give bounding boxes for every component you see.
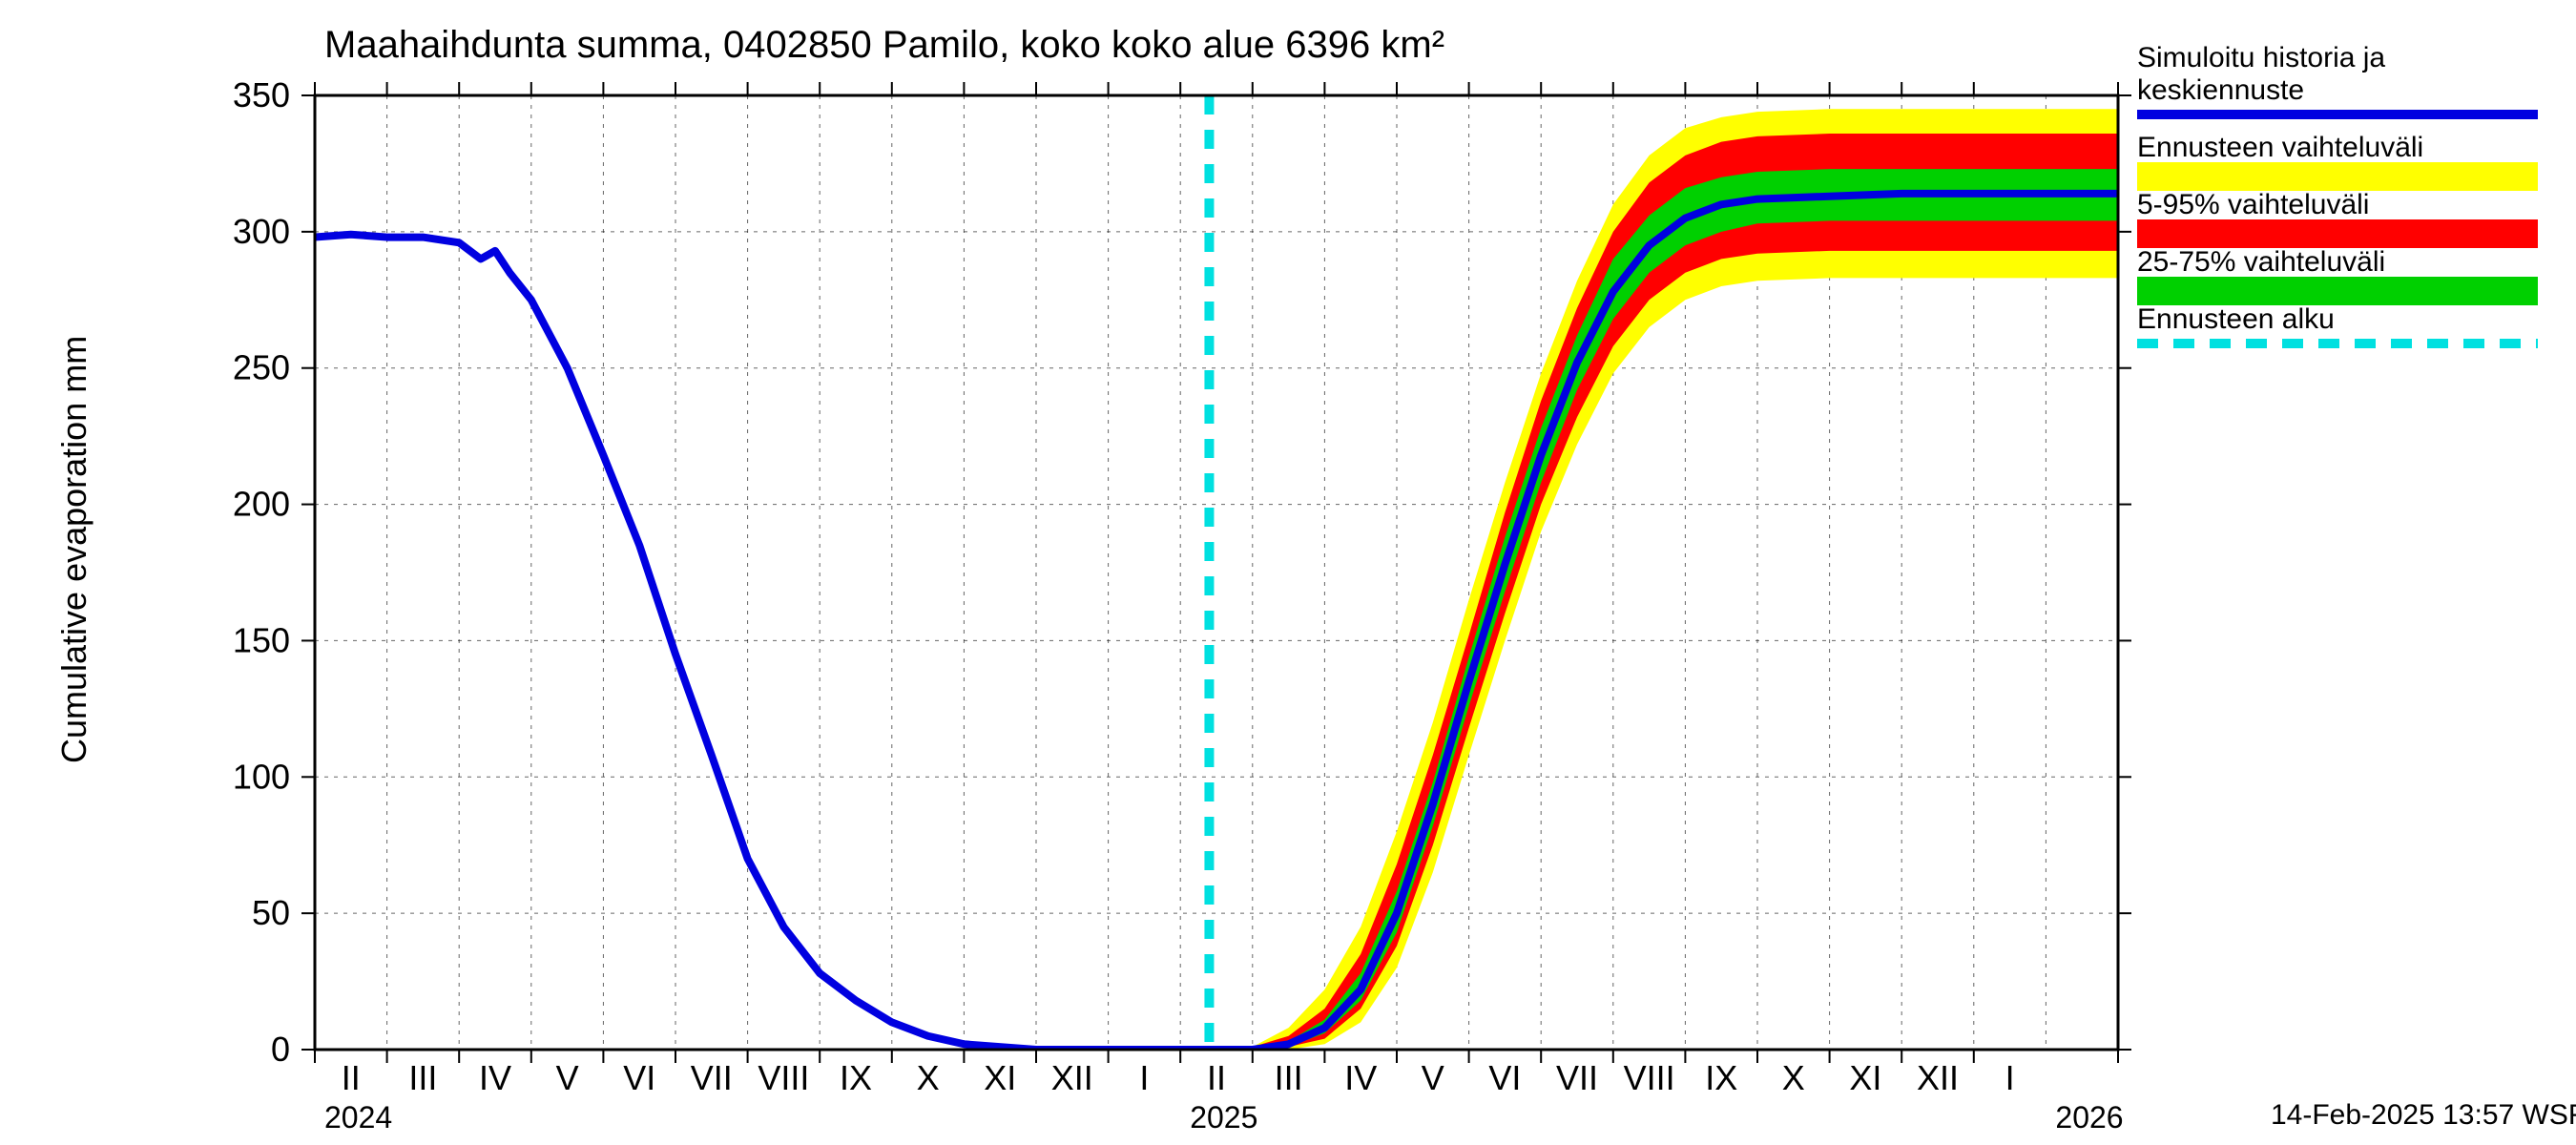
legend-label: 25-75% vaihteluväli bbox=[2137, 246, 2385, 278]
x-month-label: II bbox=[1207, 1058, 1226, 1097]
x-month-label: III bbox=[408, 1058, 437, 1097]
x-month-label: IX bbox=[840, 1058, 872, 1097]
x-month-label: V bbox=[1422, 1058, 1444, 1097]
evaporation-chart: 050100150200250300350IIIIIIVVVIVIIVIIIIX… bbox=[0, 0, 2576, 1145]
y-tick-label: 350 bbox=[233, 75, 290, 114]
legend-marker-swatch bbox=[2137, 277, 2538, 305]
chart-container: 050100150200250300350IIIIIIVVVIVIIVIIIIX… bbox=[0, 0, 2576, 1145]
x-month-label: XII bbox=[1917, 1058, 1959, 1097]
x-month-label: I bbox=[1139, 1058, 1149, 1097]
x-month-label: IV bbox=[1344, 1058, 1377, 1097]
x-month-label: IX bbox=[1705, 1058, 1737, 1097]
x-month-label: XI bbox=[1849, 1058, 1881, 1097]
chart-footer: 14-Feb-2025 13:57 WSFS-O bbox=[2271, 1099, 2576, 1131]
legend-label: Ennusteen vaihteluväli bbox=[2137, 132, 2423, 163]
y-tick-label: 50 bbox=[252, 893, 290, 932]
x-month-label: X bbox=[917, 1058, 940, 1097]
x-month-label: X bbox=[1782, 1058, 1805, 1097]
x-month-label: XI bbox=[984, 1058, 1016, 1097]
y-tick-label: 0 bbox=[271, 1030, 290, 1069]
x-month-label: VIII bbox=[1624, 1058, 1675, 1097]
legend-label: Ennusteen alku bbox=[2137, 303, 2335, 335]
y-tick-label: 100 bbox=[233, 757, 290, 796]
x-year-label: 2026 bbox=[2055, 1100, 2123, 1135]
x-month-label: XII bbox=[1051, 1058, 1093, 1097]
x-month-label: VIII bbox=[758, 1058, 809, 1097]
legend-marker-swatch bbox=[2137, 219, 2538, 248]
y-tick-label: 200 bbox=[233, 485, 290, 524]
legend-marker-swatch bbox=[2137, 162, 2538, 191]
x-year-label: 2024 bbox=[324, 1100, 392, 1135]
legend-label: keskiennuste bbox=[2137, 74, 2304, 106]
y-axis-label: Cumulative evaporation mm bbox=[54, 336, 93, 763]
x-month-label: IV bbox=[479, 1058, 511, 1097]
x-month-label: VII bbox=[1556, 1058, 1598, 1097]
x-month-label: I bbox=[2005, 1058, 2015, 1097]
x-month-label: VII bbox=[691, 1058, 733, 1097]
x-month-label: II bbox=[342, 1058, 361, 1097]
x-month-label: V bbox=[556, 1058, 579, 1097]
x-month-label: VI bbox=[1488, 1058, 1521, 1097]
x-month-label: VI bbox=[623, 1058, 655, 1097]
legend-label: 5-95% vaihteluväli bbox=[2137, 189, 2369, 220]
y-tick-label: 300 bbox=[233, 212, 290, 251]
y-tick-label: 250 bbox=[233, 348, 290, 387]
legend-label: Simuloitu historia ja bbox=[2137, 42, 2385, 73]
x-year-label: 2025 bbox=[1190, 1100, 1257, 1135]
chart-title: Maahaihdunta summa, 0402850 Pamilo, koko… bbox=[324, 24, 1444, 66]
y-tick-label: 150 bbox=[233, 620, 290, 659]
x-month-label: III bbox=[1275, 1058, 1303, 1097]
